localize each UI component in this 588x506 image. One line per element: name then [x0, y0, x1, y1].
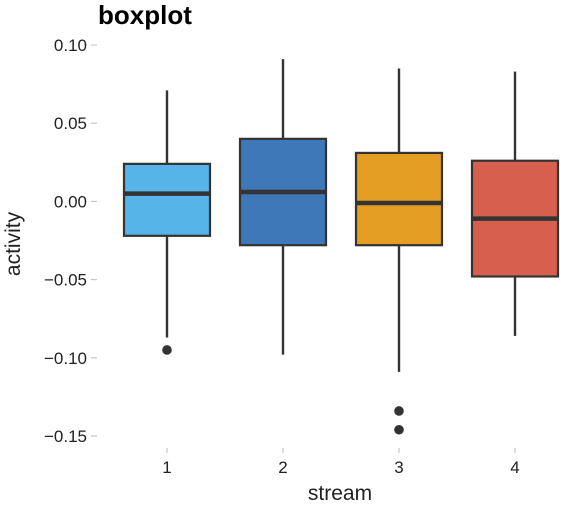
outlier-point	[394, 424, 404, 435]
y-axis: 0.10 0.05 0.00 −0.05 −0.10 −0.15	[44, 36, 97, 446]
x-tick-label: 1	[162, 458, 171, 477]
x-tick-label: 4	[510, 458, 519, 477]
box-iqr	[354, 151, 444, 247]
outlier-point	[162, 345, 172, 355]
y-tick-label: 0.10	[54, 36, 87, 55]
box-group-1	[122, 90, 212, 355]
y-axis-title: activity	[2, 211, 25, 276]
y-tick-label: 0.05	[54, 114, 87, 133]
x-tick-label: 2	[278, 458, 287, 477]
box-group-3	[354, 68, 444, 435]
boxes-layer	[122, 59, 560, 435]
y-tick-label: −0.10	[44, 349, 87, 368]
x-axis: 1 2 3 4	[162, 448, 520, 477]
y-tick-label: −0.15	[44, 427, 87, 446]
outlier-point	[394, 406, 404, 416]
y-tick-label: 0.00	[54, 192, 87, 211]
x-axis-title: stream	[308, 482, 372, 505]
box-group-4	[470, 71, 560, 336]
y-tick-label: −0.05	[44, 271, 87, 290]
chart-title: boxplot	[98, 0, 192, 30]
box-iqr	[122, 162, 212, 237]
box-group-2	[238, 59, 328, 355]
x-tick-label: 3	[394, 458, 403, 477]
